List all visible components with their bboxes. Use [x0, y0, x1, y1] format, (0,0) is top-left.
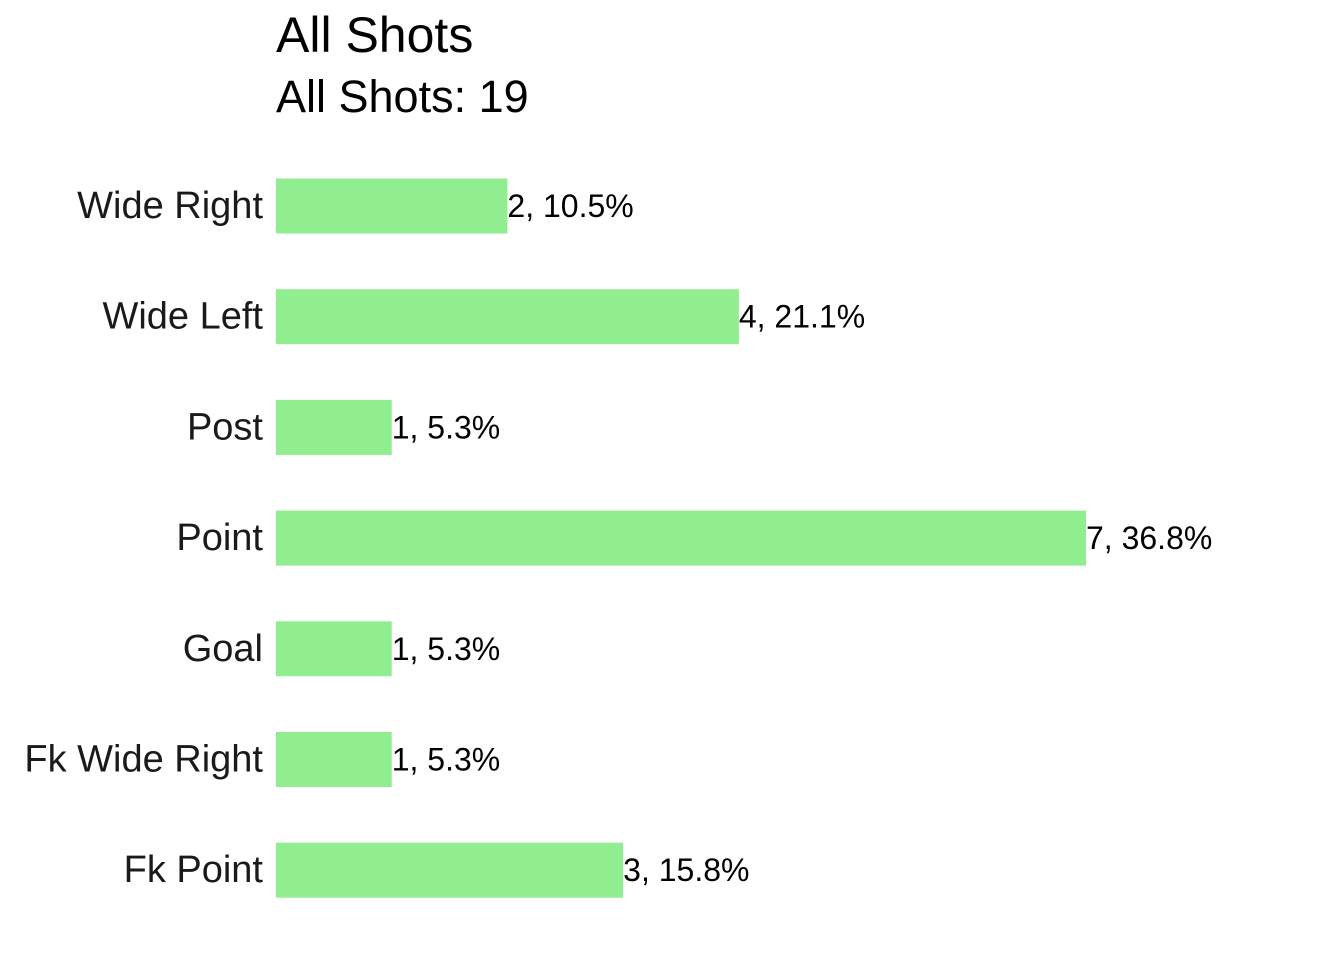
data-label: 1, 5.3% [392, 742, 501, 778]
chart-title: All Shots [276, 7, 474, 63]
bar [276, 621, 392, 677]
category-label: Fk Wide Right [24, 739, 263, 781]
chart-subtitle: All Shots: 19 [276, 71, 529, 122]
data-label: 3, 15.8% [623, 852, 749, 888]
bar [276, 399, 392, 455]
bar [276, 289, 739, 345]
data-label: 2, 10.5% [507, 188, 633, 224]
category-label: Fk Point [124, 849, 264, 891]
bar [276, 842, 624, 898]
category-label: Point [176, 517, 263, 559]
bar [276, 178, 508, 234]
data-label: 7, 36.8% [1086, 520, 1212, 556]
category-label: Goal [183, 628, 263, 670]
data-label: 4, 21.1% [739, 299, 865, 335]
bar [276, 510, 1086, 566]
category-label: Wide Left [102, 296, 263, 338]
bar [276, 732, 392, 787]
data-label: 1, 5.3% [392, 631, 501, 667]
data-label: 1, 5.3% [392, 409, 501, 445]
category-label: Post [187, 406, 263, 448]
category-label: Wide Right [77, 185, 263, 227]
